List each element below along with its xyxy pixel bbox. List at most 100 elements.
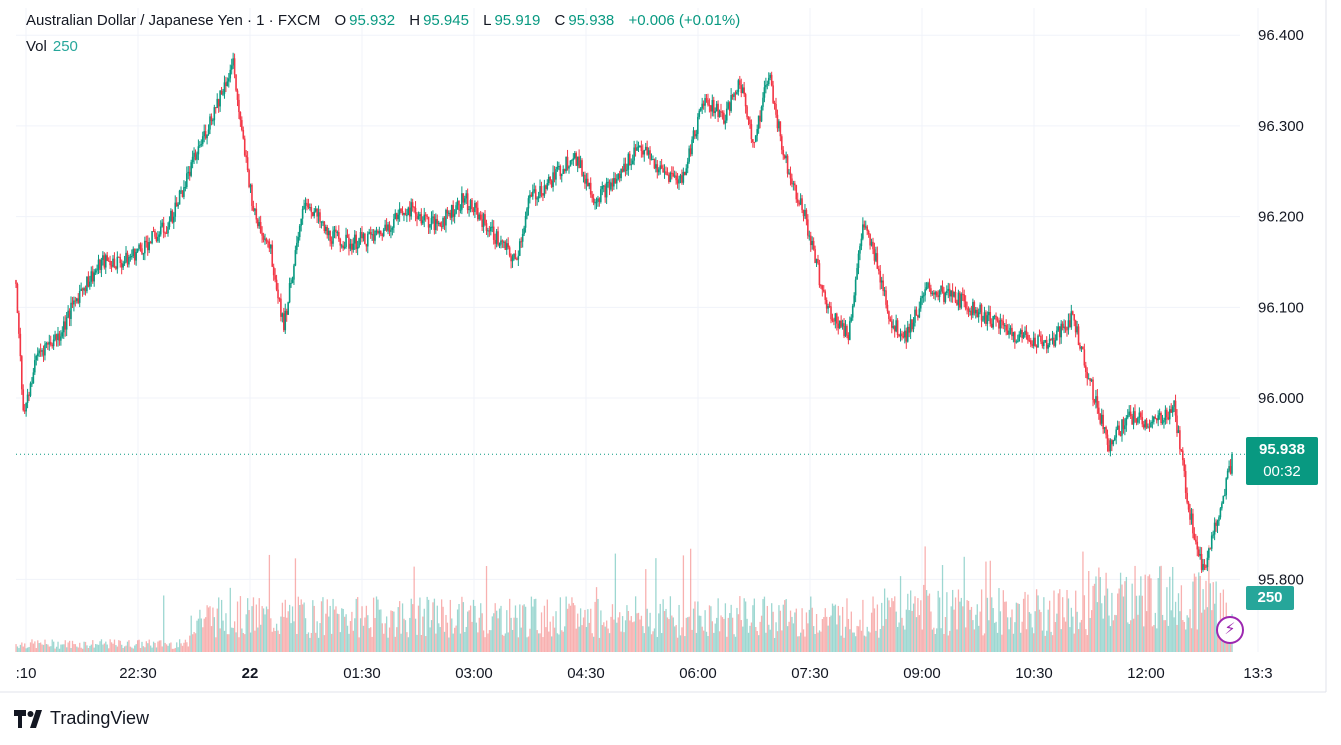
volume-bar: [904, 629, 906, 652]
candle-body: [1203, 564, 1206, 567]
candle-body: [1129, 411, 1132, 417]
volume-bar: [346, 625, 349, 652]
candle-body: [1186, 492, 1188, 503]
volume-bar: [475, 622, 478, 652]
volume-bar: [980, 589, 983, 652]
tradingview-logo[interactable]: TradingView: [14, 708, 149, 729]
volume-bar: [781, 630, 783, 652]
candle-body: [256, 219, 259, 227]
candle-body: [740, 85, 743, 94]
volume-bar: [860, 630, 863, 652]
candle-body: [1135, 418, 1138, 423]
volume-bar: [255, 604, 258, 652]
volume-bar: [1108, 615, 1110, 652]
volume-bar: [48, 646, 50, 652]
volume-bar: [585, 626, 588, 652]
volume-bar: [349, 621, 352, 652]
candle-body: [504, 241, 507, 250]
candle-body: [1202, 564, 1204, 570]
volume-bar: [1218, 632, 1220, 652]
volume-bar: [665, 608, 667, 652]
candle-body: [264, 238, 266, 240]
volume-bar: [681, 627, 683, 652]
volume-bar: [979, 611, 981, 652]
volume-bar: [886, 597, 889, 652]
candle-body: [410, 202, 412, 217]
volume-bar: [139, 647, 142, 652]
y-tick-label: 96.200: [1258, 209, 1304, 226]
volume-bar: [83, 641, 85, 652]
candle-body: [1050, 338, 1052, 340]
volume-label[interactable]: Vol: [26, 38, 47, 55]
volume-bar: [763, 596, 766, 652]
candle-body: [670, 172, 673, 174]
candle-body: [996, 319, 999, 321]
volume-bar: [79, 642, 81, 652]
candle-body: [268, 241, 271, 249]
candle-body: [1061, 323, 1064, 328]
volume-bar: [548, 631, 550, 652]
volume-bar: [824, 608, 826, 652]
candle-body: [323, 221, 326, 232]
volume-bar: [105, 641, 107, 652]
volume-bar: [1211, 610, 1213, 652]
volume-bar: [456, 609, 459, 652]
volume-bar: [843, 637, 845, 652]
volume-bar: [510, 617, 512, 652]
candle-body: [695, 134, 698, 137]
candle-body: [1229, 466, 1232, 474]
candle-body: [864, 226, 867, 228]
candle-body: [1109, 440, 1112, 452]
volume-bar: [695, 632, 698, 652]
volume-bar: [352, 630, 354, 652]
candle-body: [391, 227, 394, 230]
candle-body: [313, 211, 316, 216]
volume-bar: [784, 600, 786, 652]
candle-body: [1056, 330, 1058, 341]
volume-bar: [370, 627, 372, 652]
candle-body: [824, 291, 827, 300]
volume-bar: [720, 615, 722, 652]
volume-bar: [930, 611, 932, 652]
candle-body: [543, 185, 546, 196]
candle-body: [1189, 509, 1191, 520]
candle-body: [285, 310, 288, 315]
candle-body: [497, 231, 499, 245]
candle-body: [601, 185, 604, 190]
volume-bar: [399, 601, 401, 652]
candle-body: [1045, 340, 1048, 349]
volume-bar: [232, 627, 234, 652]
volume-bar: [1012, 633, 1015, 652]
volume-bar: [850, 611, 852, 652]
volume-bar: [28, 646, 30, 652]
symbol-title[interactable]: Australian Dollar / Japanese Yen · 1 · F…: [26, 12, 321, 29]
volume-bar: [989, 560, 991, 652]
lightning-icon[interactable]: ⚡: [1216, 616, 1244, 644]
high-value: 95.945: [423, 12, 469, 29]
volume-bar: [878, 637, 880, 652]
volume-bar: [455, 625, 457, 652]
candle-body: [1190, 513, 1193, 520]
candle-body: [692, 130, 695, 140]
volume-bar: [22, 646, 24, 652]
volume-bar: [294, 558, 297, 652]
candle-body: [22, 389, 25, 411]
volume-legend: Vol 250: [26, 38, 78, 55]
candle-body: [786, 155, 789, 174]
candle-body: [885, 290, 887, 305]
candle-body: [368, 232, 371, 234]
candle-body: [1170, 409, 1172, 413]
candle-body: [946, 290, 948, 293]
volume-bar: [1062, 597, 1064, 652]
candle-body: [1225, 478, 1228, 496]
volume-bar: [210, 626, 213, 652]
volume-bar: [26, 647, 29, 652]
volume-bar: [1092, 585, 1094, 652]
candle-body: [65, 317, 68, 330]
volume-bar: [1115, 615, 1117, 652]
candle-body: [1161, 422, 1164, 424]
volume-bar: [1004, 601, 1006, 652]
volume-bar: [339, 632, 341, 652]
